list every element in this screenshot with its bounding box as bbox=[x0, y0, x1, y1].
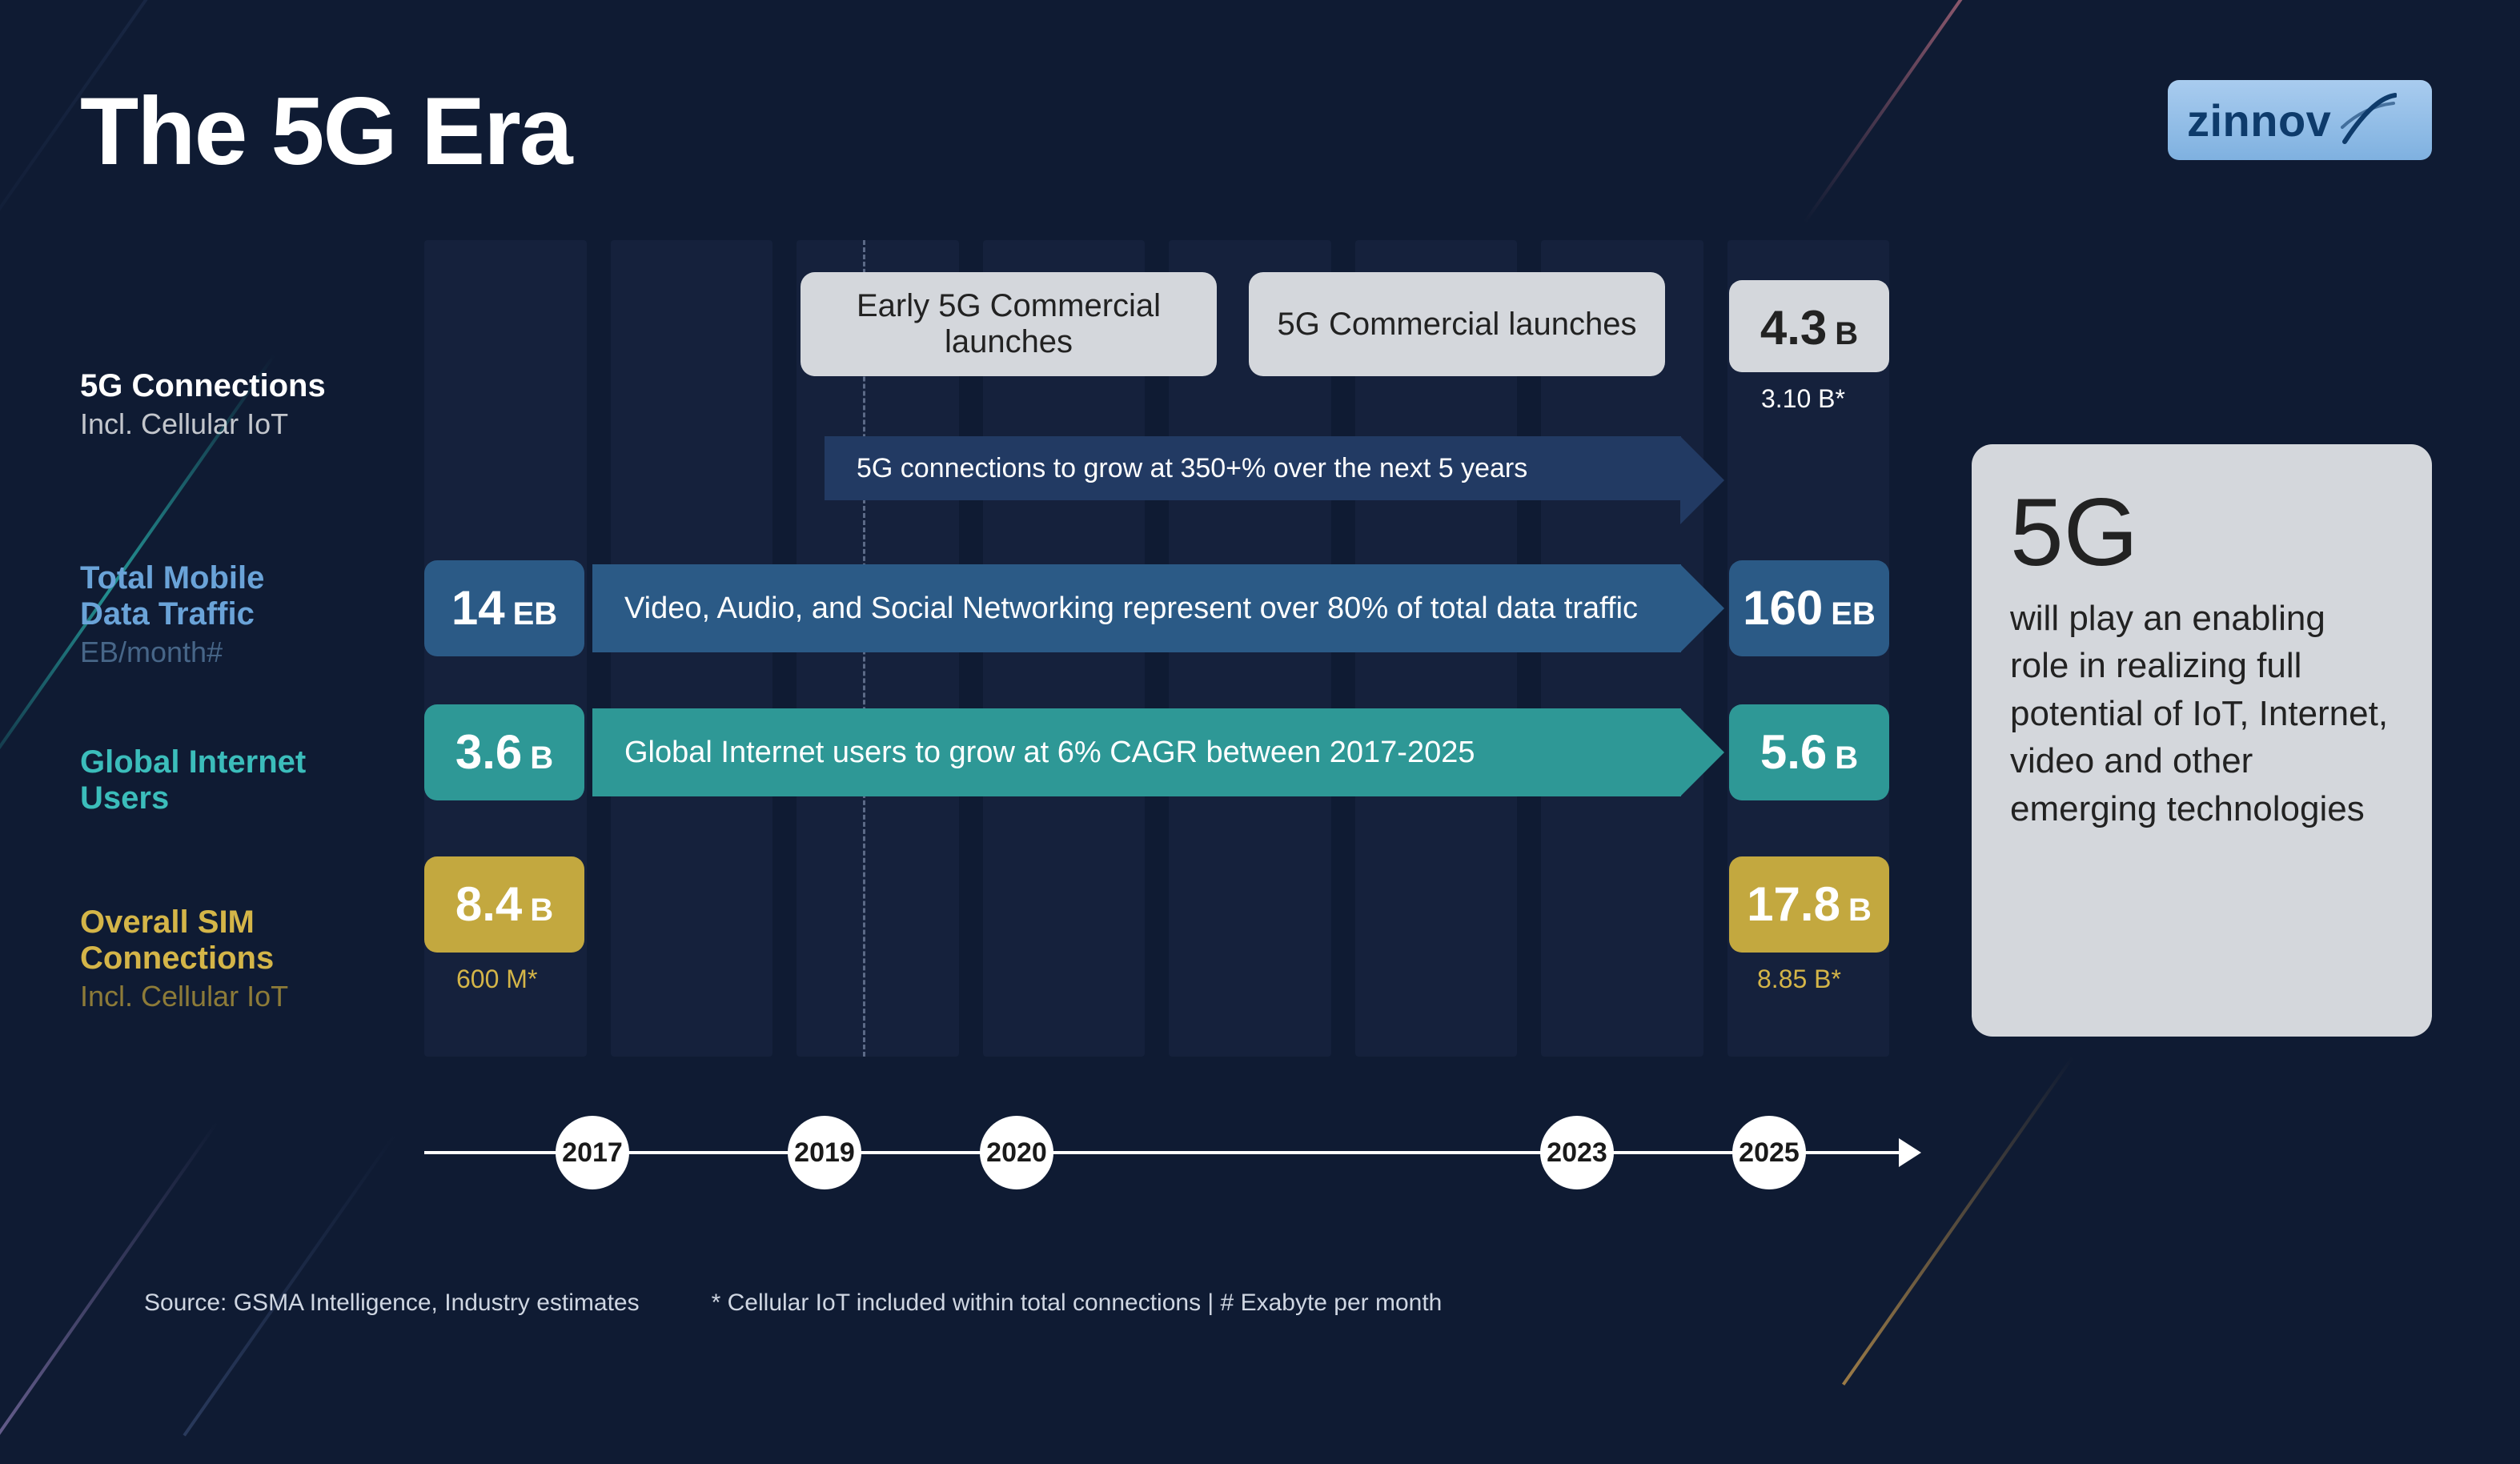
value-num: 160 bbox=[1743, 560, 1823, 656]
year-marker: 2020 bbox=[980, 1116, 1053, 1189]
row-label-line: Incl. Cellular IoT bbox=[80, 980, 288, 1013]
row-label-line: Connections bbox=[80, 941, 288, 977]
value-unit: EB bbox=[513, 566, 558, 662]
footer-source: Source: GSMA Intelligence, Industry esti… bbox=[144, 1290, 640, 1317]
page-title: The 5G Era bbox=[80, 76, 572, 187]
value-5g-2025: 4.3 B bbox=[1729, 280, 1889, 372]
value-num: 8.4 bbox=[455, 856, 522, 953]
row-label-line: 5G Connections bbox=[80, 368, 326, 404]
value-net-2017: 3.6 B bbox=[424, 704, 584, 800]
row-label-line: Users bbox=[80, 780, 306, 816]
value-unit: B bbox=[530, 710, 553, 806]
chart-region: 5G Connections Incl. Cellular IoT Total … bbox=[80, 240, 1889, 1169]
value-sim-2017: 8.4 B bbox=[424, 856, 584, 953]
value-unit: EB bbox=[1831, 566, 1876, 662]
value-unit: B bbox=[530, 862, 553, 958]
row-label-line: Incl. Cellular IoT bbox=[80, 407, 326, 441]
value-net-2025: 5.6 B bbox=[1729, 704, 1889, 800]
value-num: 14 bbox=[451, 560, 505, 656]
footer-notes: Source: GSMA Intelligence, Industry esti… bbox=[144, 1290, 1442, 1317]
arrow-text: Video, Audio, and Social Networking repr… bbox=[624, 592, 1638, 626]
callout-early-5g: Early 5G Commercial launches bbox=[801, 272, 1217, 376]
value-data-2025: 160 EB bbox=[1729, 560, 1889, 656]
value-num: 3.6 bbox=[455, 704, 522, 800]
row-label-line: Data Traffic bbox=[80, 596, 264, 632]
arrow-internet-users: Global Internet users to grow at 6% CAGR… bbox=[592, 708, 1681, 796]
summary-text: will play an enabling role in realizing … bbox=[2010, 595, 2394, 832]
value-num: 5.6 bbox=[1760, 704, 1827, 800]
brand-logo-icon bbox=[2341, 92, 2397, 148]
footer-note: * Cellular IoT included within total con… bbox=[712, 1290, 1443, 1317]
timeline-arrow-icon bbox=[1899, 1138, 1921, 1167]
value-data-2017: 14 EB bbox=[424, 560, 584, 656]
arrow-5g-growth: 5G connections to grow at 350+% over the… bbox=[825, 436, 1681, 500]
decor-line bbox=[183, 1133, 396, 1436]
decor-line bbox=[1803, 0, 2016, 224]
row-label-line: Total Mobile bbox=[80, 560, 264, 596]
brand-logo: zinnov bbox=[2168, 80, 2432, 160]
value-sim-2025: 17.8 B bbox=[1729, 856, 1889, 953]
year-marker: 2017 bbox=[556, 1116, 629, 1189]
value-5g-2025-note: 3.10 B* bbox=[1761, 384, 1845, 414]
callout-5g-commercial: 5G Commercial launches bbox=[1249, 272, 1665, 376]
timeline-line bbox=[424, 1151, 1905, 1154]
value-num: 17.8 bbox=[1747, 856, 1840, 953]
value-unit: B bbox=[1835, 286, 1858, 382]
timeline: 2017 2019 2020 2023 2025 bbox=[424, 1113, 1889, 1193]
arrow-data-traffic: Video, Audio, and Social Networking repr… bbox=[592, 564, 1681, 652]
row-label-data: Total Mobile Data Traffic EB/month# bbox=[80, 560, 264, 669]
value-unit: B bbox=[1848, 862, 1872, 958]
year-marker: 2023 bbox=[1540, 1116, 1614, 1189]
row-label-5g: 5G Connections Incl. Cellular IoT bbox=[80, 368, 326, 441]
arrow-text: Global Internet users to grow at 6% CAGR… bbox=[624, 736, 1475, 770]
value-sim-2025-note: 8.85 B* bbox=[1757, 965, 1841, 994]
row-label-line: Overall SIM bbox=[80, 904, 288, 941]
value-num: 4.3 bbox=[1760, 280, 1827, 376]
row-label-sim: Overall SIM Connections Incl. Cellular I… bbox=[80, 904, 288, 1013]
arrow-text: 5G connections to grow at 350+% over the… bbox=[857, 453, 1527, 484]
row-label-net: Global Internet Users bbox=[80, 744, 306, 816]
row-label-line: Global Internet bbox=[80, 744, 306, 780]
brand-logo-text: zinnov bbox=[2187, 94, 2331, 146]
value-unit: B bbox=[1835, 710, 1858, 806]
row-label-line: EB/month# bbox=[80, 636, 264, 669]
value-sim-2017-note: 600 M* bbox=[456, 965, 537, 994]
year-marker: 2025 bbox=[1732, 1116, 1806, 1189]
year-marker: 2019 bbox=[788, 1116, 861, 1189]
summary-card: 5G will play an enabling role in realizi… bbox=[1972, 444, 2432, 1037]
summary-heading: 5G bbox=[2010, 484, 2394, 580]
